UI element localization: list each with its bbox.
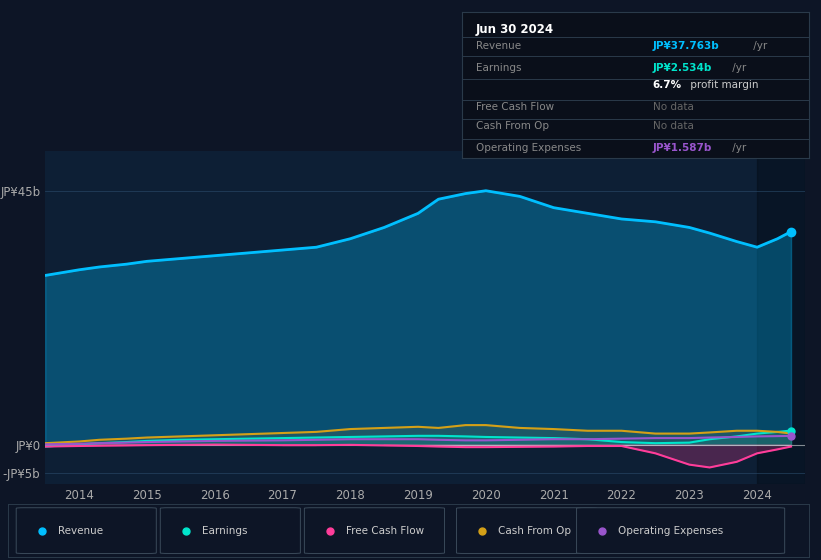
Text: Jun 30 2024: Jun 30 2024 xyxy=(476,22,554,35)
Text: Revenue: Revenue xyxy=(57,526,103,535)
Text: Revenue: Revenue xyxy=(476,41,521,51)
Text: No data: No data xyxy=(653,102,694,112)
Text: Cash From Op: Cash From Op xyxy=(476,121,549,131)
Text: /yr: /yr xyxy=(729,143,746,153)
Text: Free Cash Flow: Free Cash Flow xyxy=(346,526,424,535)
Text: No data: No data xyxy=(653,121,694,131)
Text: JP¥2.534b: JP¥2.534b xyxy=(653,63,712,73)
FancyBboxPatch shape xyxy=(305,508,444,553)
Text: JP¥1.587b: JP¥1.587b xyxy=(653,143,712,153)
FancyBboxPatch shape xyxy=(456,508,597,553)
Text: JP¥37.763b: JP¥37.763b xyxy=(653,41,719,51)
FancyBboxPatch shape xyxy=(576,508,785,553)
Text: 6.7%: 6.7% xyxy=(653,80,682,90)
Text: Free Cash Flow: Free Cash Flow xyxy=(476,102,554,112)
Text: Earnings: Earnings xyxy=(202,526,247,535)
FancyBboxPatch shape xyxy=(160,508,300,553)
Text: /yr: /yr xyxy=(750,41,767,51)
Bar xyxy=(757,151,805,484)
Text: Operating Expenses: Operating Expenses xyxy=(618,526,723,535)
Text: profit margin: profit margin xyxy=(687,80,759,90)
Text: Operating Expenses: Operating Expenses xyxy=(476,143,581,153)
Text: Earnings: Earnings xyxy=(476,63,521,73)
Text: /yr: /yr xyxy=(729,63,746,73)
FancyBboxPatch shape xyxy=(16,508,156,553)
Text: Cash From Op: Cash From Op xyxy=(498,526,571,535)
